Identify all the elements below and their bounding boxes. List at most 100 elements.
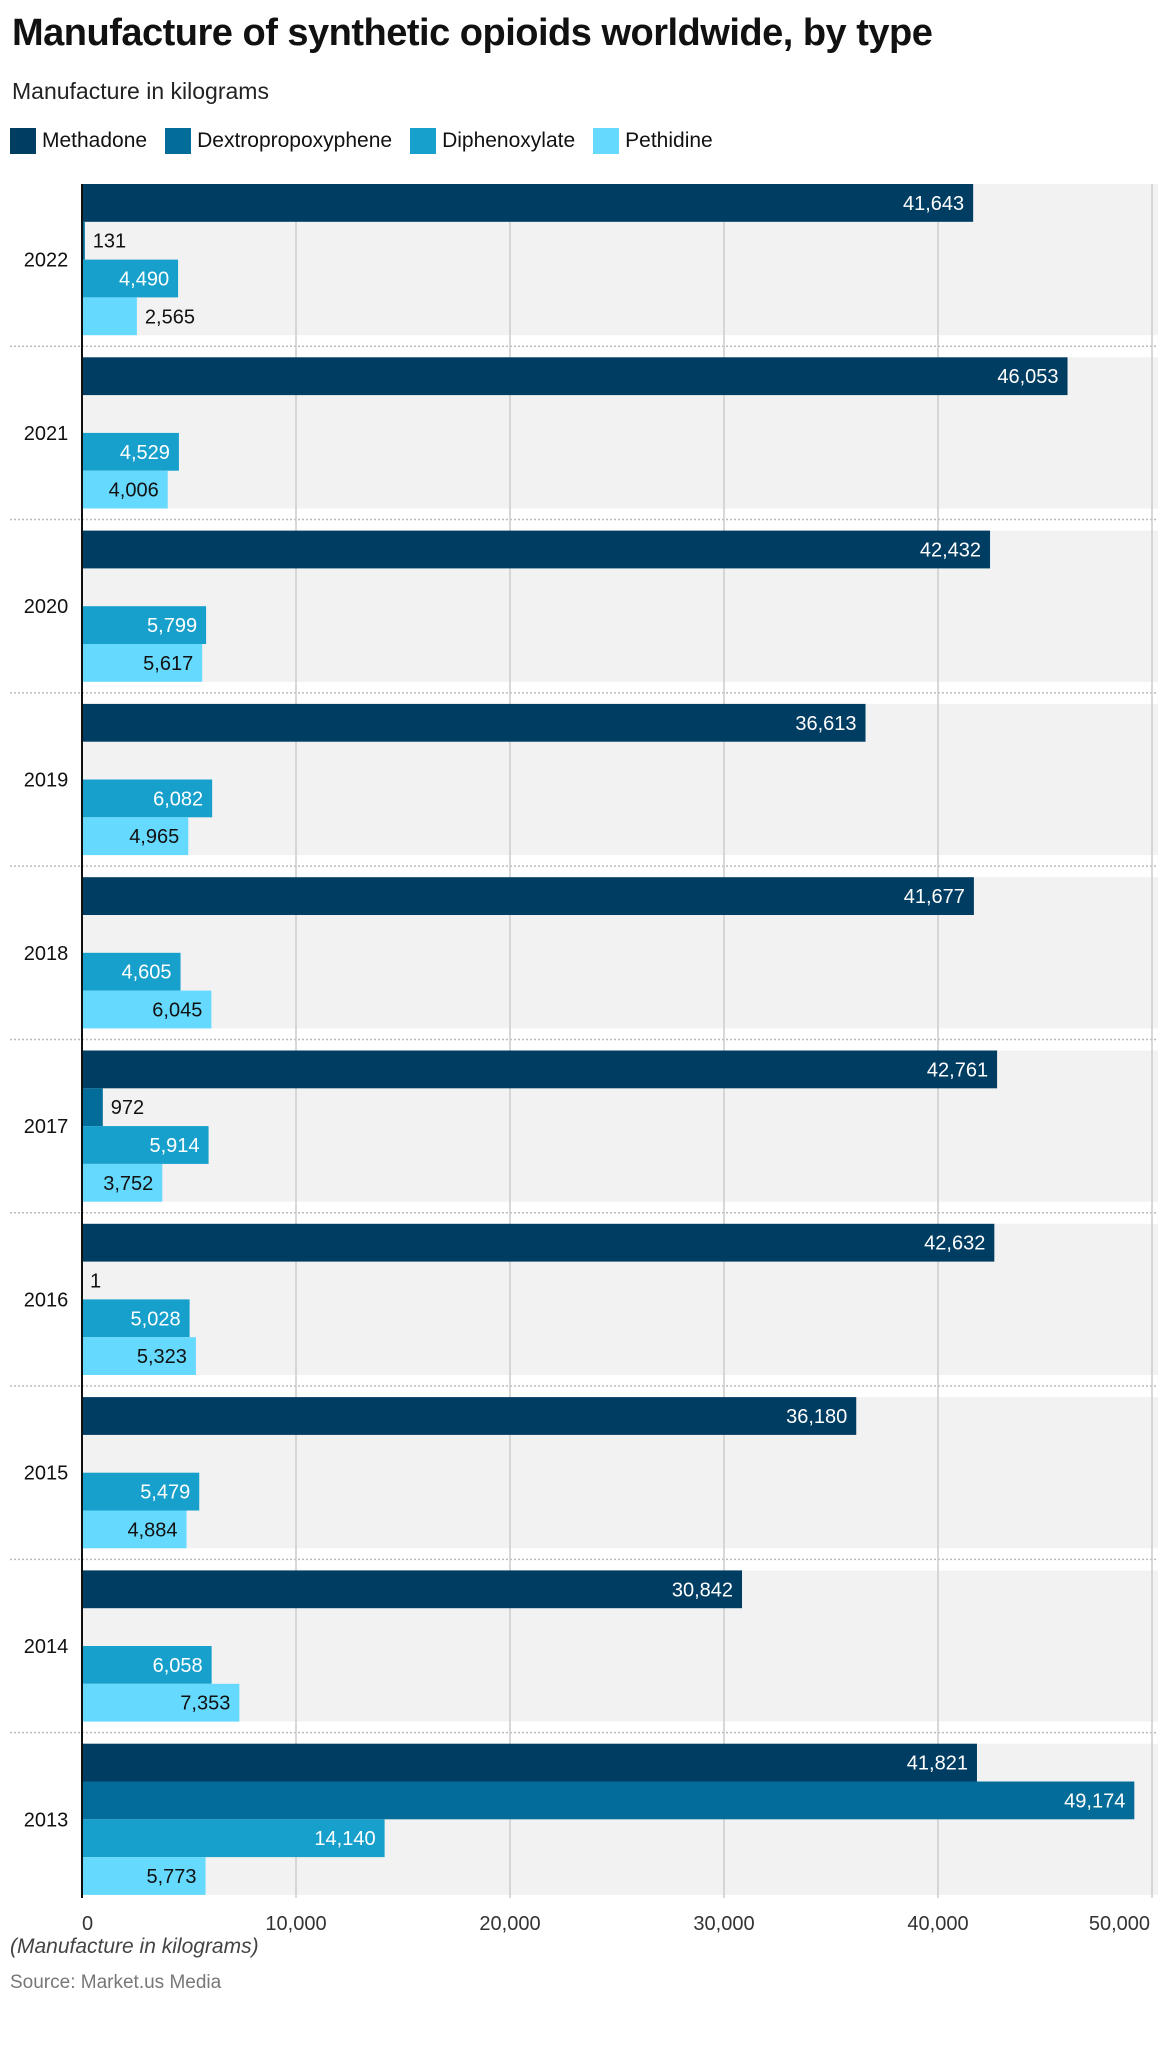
legend-swatch (410, 128, 437, 154)
legend-item: Dextropropoxyphene (165, 128, 392, 154)
data-label: 131 (93, 231, 126, 253)
data-label: 5,479 (140, 1482, 190, 1504)
data-label: 41,677 (904, 886, 965, 908)
legend-item: Diphenoxylate (410, 128, 575, 154)
y-tick-label: 2020 (24, 596, 69, 618)
bar (82, 1781, 1135, 1820)
x-tick-label: 50,000 (1089, 1913, 1150, 1935)
bar (82, 1646, 212, 1684)
bar (82, 1819, 385, 1858)
y-tick-label: 2018 (24, 943, 69, 965)
bar (82, 1857, 206, 1895)
data-label: 6,045 (152, 1000, 202, 1022)
bar (82, 1743, 977, 1782)
bar (82, 470, 168, 509)
bar (82, 1163, 163, 1202)
data-label: 42,761 (927, 1059, 988, 1081)
chart-subtitle: Manufacture in kilograms (12, 78, 269, 104)
y-tick-label: 2016 (24, 1289, 69, 1311)
chart-title: Manufacture of synthetic opioids worldwi… (12, 12, 933, 54)
bar (82, 432, 179, 471)
data-label: 972 (111, 1097, 144, 1119)
data-label: 4,006 (109, 480, 159, 502)
bar (82, 1397, 857, 1435)
y-tick-label: 2014 (24, 1636, 69, 1658)
x-tick-label: 20,000 (479, 1913, 540, 1935)
bar (82, 1683, 240, 1722)
data-label: 5,323 (137, 1346, 187, 1368)
data-label: 4,490 (119, 269, 169, 291)
legend-item: Methadone (10, 128, 147, 154)
x-tick-label: 0 (82, 1913, 93, 1935)
bar (82, 357, 1068, 396)
legend-label: Dextropropoxyphene (197, 129, 393, 152)
bar (82, 259, 179, 298)
bar (82, 1337, 196, 1375)
bar (82, 1050, 998, 1089)
data-label: 46,053 (997, 366, 1058, 388)
legend-label: Pethidine (625, 129, 713, 152)
legend-swatch (165, 128, 192, 154)
bar (82, 1126, 209, 1164)
data-label: 1 (90, 1271, 101, 1293)
data-label: 5,914 (149, 1135, 199, 1157)
x-tick-label: 30,000 (693, 1913, 754, 1935)
bar (82, 1472, 200, 1511)
bar (82, 1223, 995, 1262)
data-label: 36,613 (795, 713, 856, 735)
data-label: 36,180 (786, 1406, 847, 1428)
data-label: 6,082 (153, 788, 203, 810)
data-label: 6,058 (153, 1655, 203, 1677)
bar (82, 1570, 743, 1609)
bar (82, 644, 203, 682)
bar (82, 184, 974, 222)
bar (82, 606, 207, 644)
footnote: (Manufacture in kilograms) (10, 1935, 259, 1958)
legend: Methadone Dextropropoxyphene Diphenoxylate… (10, 128, 713, 154)
x-tick-label: 10,000 (265, 1913, 326, 1935)
data-label: 30,842 (672, 1579, 733, 1601)
y-tick-label: 2021 (24, 423, 69, 445)
bar (82, 990, 212, 1029)
y-tick-label: 2019 (24, 770, 69, 792)
bar (82, 779, 213, 818)
bar (82, 1088, 103, 1127)
bar (82, 877, 974, 915)
data-label: 41,643 (903, 193, 964, 215)
data-label: 42,432 (920, 540, 981, 562)
legend-swatch (10, 128, 36, 154)
data-label: 42,632 (924, 1233, 985, 1255)
bar (82, 297, 137, 336)
data-label: 49,174 (1064, 1790, 1125, 1812)
data-label: 2,565 (145, 306, 195, 328)
data-label: 7,353 (180, 1693, 230, 1715)
data-label: 5,773 (146, 1866, 196, 1888)
y-tick-label: 2015 (24, 1463, 69, 1485)
bar (82, 1510, 187, 1549)
legend-item: Pethidine (593, 128, 713, 154)
legend-swatch (593, 128, 620, 154)
bar (82, 221, 85, 260)
data-label: 5,617 (143, 653, 193, 675)
data-label: 4,884 (127, 1519, 177, 1541)
y-tick-label: 2013 (24, 1809, 69, 1831)
bar (82, 703, 866, 742)
data-label: 41,821 (907, 1753, 968, 1775)
y-tick-label: 2017 (24, 1116, 69, 1138)
source: Source: Market.us Media (10, 1972, 222, 1993)
bar (82, 530, 991, 569)
data-label: 4,605 (121, 962, 171, 984)
bar (82, 817, 189, 856)
data-label: 5,028 (131, 1308, 181, 1330)
data-label: 3,752 (103, 1173, 153, 1195)
data-label: 4,529 (120, 442, 170, 464)
data-label: 14,140 (314, 1828, 375, 1850)
y-tick-label: 2022 (24, 250, 69, 272)
legend-label: Diphenoxylate (442, 129, 576, 152)
bar (82, 952, 181, 991)
legend-label: Methadone (42, 129, 148, 152)
x-tick-label: 40,000 (907, 1913, 968, 1935)
data-label: 4,965 (129, 826, 179, 848)
bar (82, 1299, 190, 1338)
